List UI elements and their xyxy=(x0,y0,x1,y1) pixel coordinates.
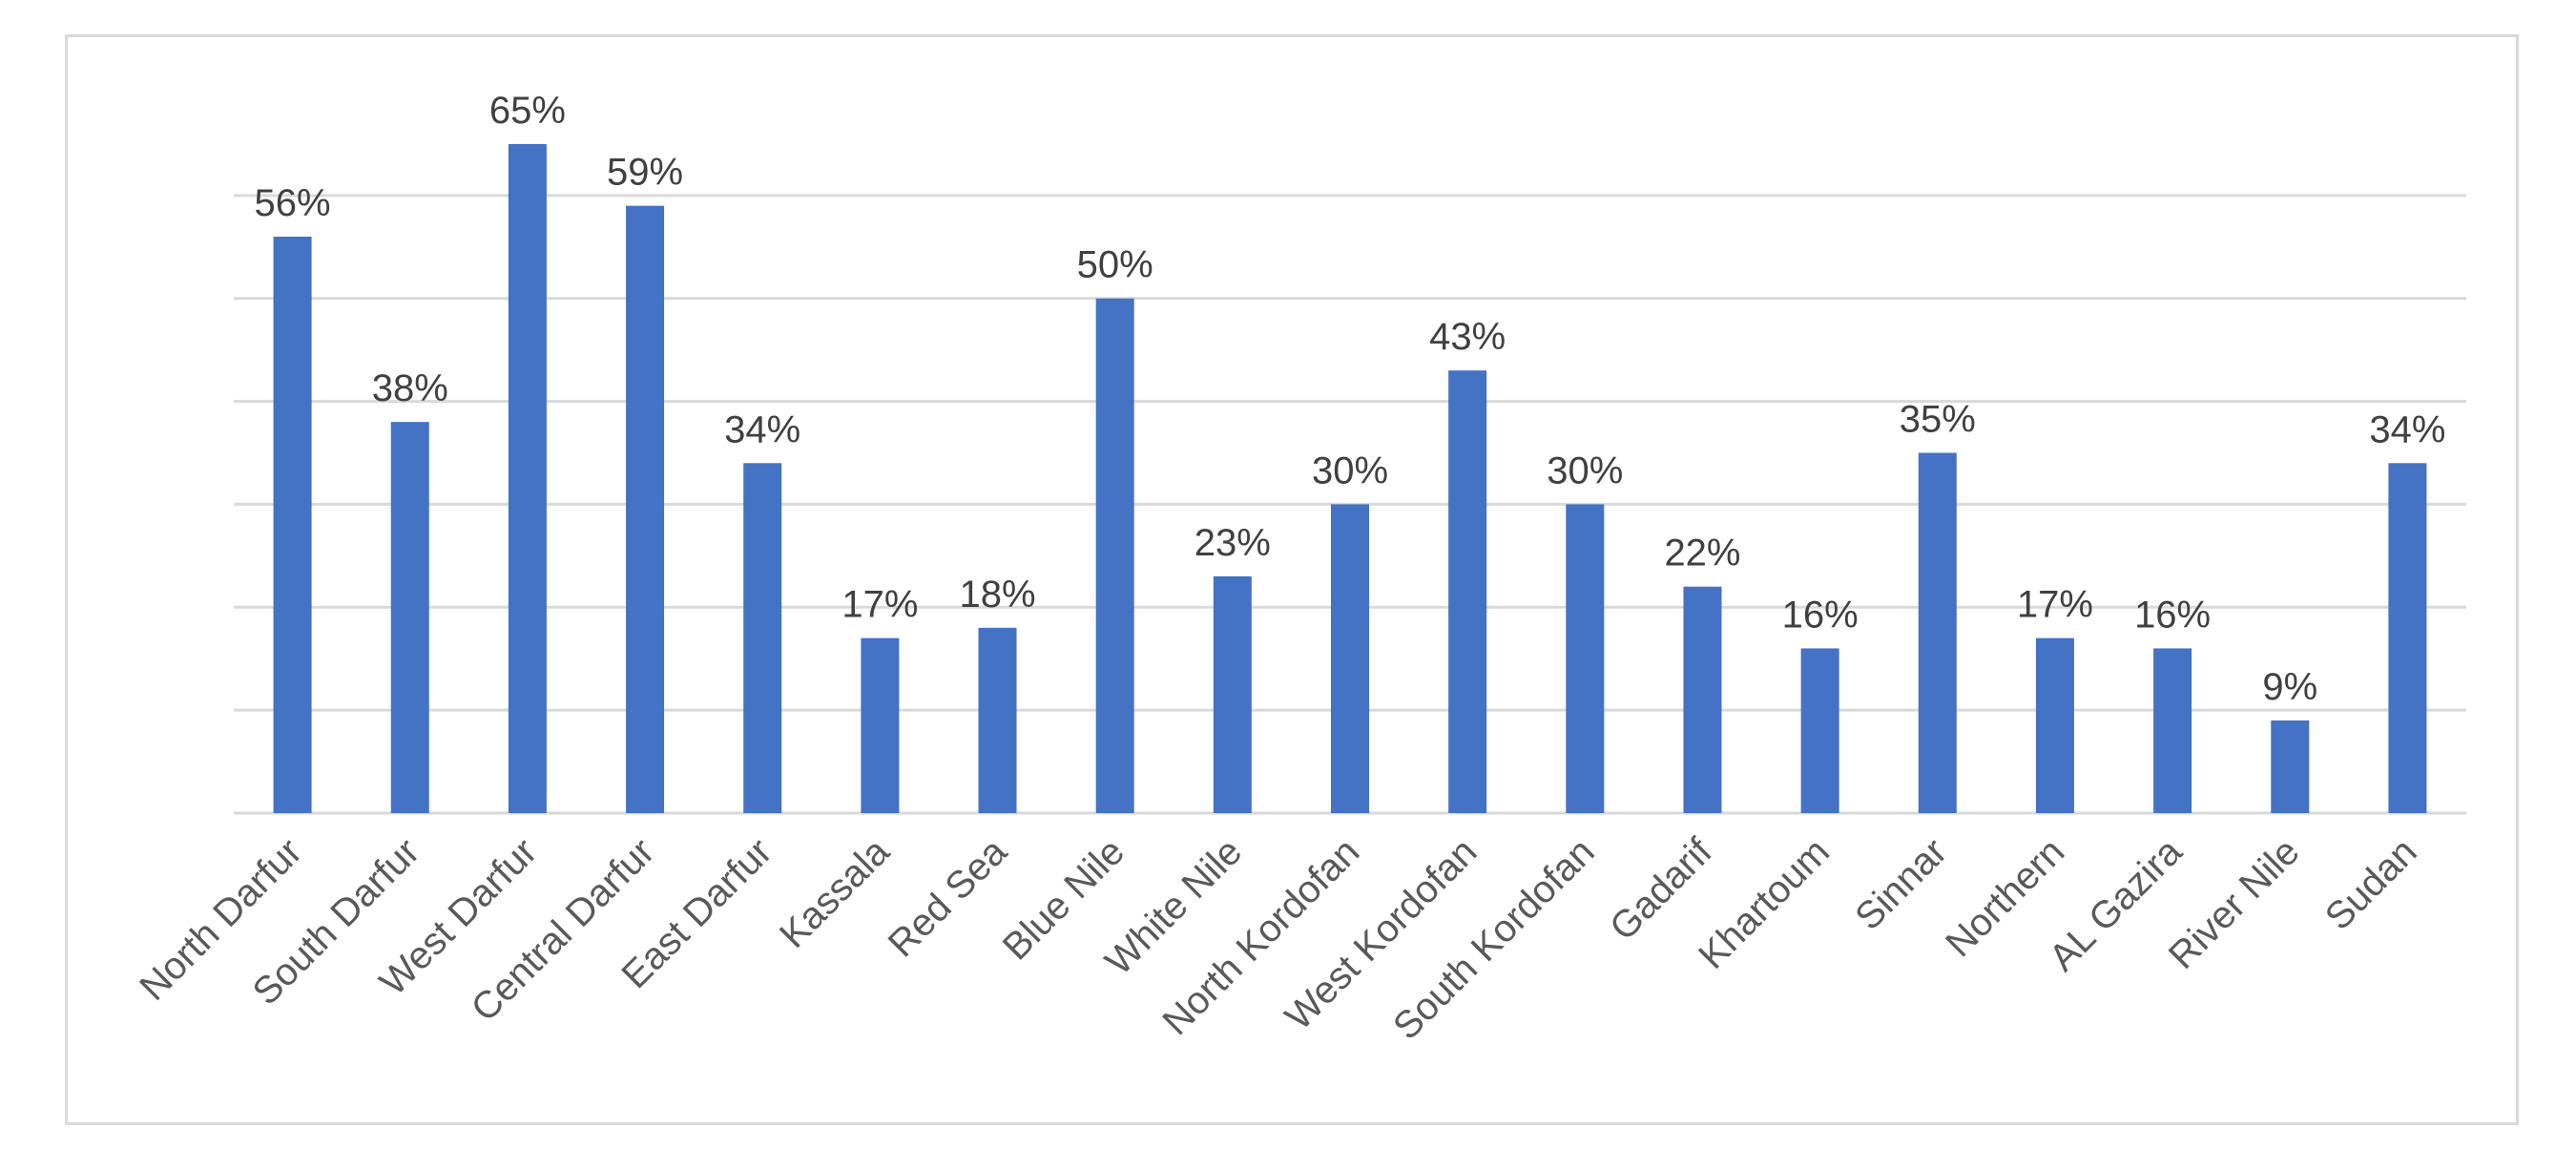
category-label: North Kordofan xyxy=(1154,830,1367,1043)
data-label: 43% xyxy=(1429,316,1506,358)
data-label: 30% xyxy=(1312,449,1388,491)
chart-area xyxy=(65,34,2519,1125)
data-label: 16% xyxy=(2134,594,2211,636)
data-label: 56% xyxy=(255,182,331,224)
data-labels: 56% 38% 65% 59% 34% 17% 18% 50% 23% 30% 43% 30% 22% 1… xyxy=(255,90,2446,708)
category-label: Gadarif xyxy=(1602,830,1720,949)
bar xyxy=(978,627,1017,813)
bar xyxy=(1566,504,1605,813)
bar xyxy=(2035,637,2074,813)
bars xyxy=(273,143,2427,814)
data-label: 50% xyxy=(1077,244,1153,286)
data-label: 38% xyxy=(372,367,448,409)
bar xyxy=(390,422,429,813)
category-label: Sinnar xyxy=(1847,830,1955,938)
data-label: 9% xyxy=(2262,666,2317,708)
bar xyxy=(1918,452,1957,813)
data-label: 17% xyxy=(2017,584,2093,626)
gridlines xyxy=(234,194,2466,815)
data-label: 65% xyxy=(489,90,566,132)
bar xyxy=(1683,586,1722,813)
data-label: 34% xyxy=(724,408,800,450)
data-label: 18% xyxy=(959,574,1035,616)
category-label: Khartoum xyxy=(1691,830,1838,977)
bar xyxy=(2153,648,2192,813)
category-label: South Kordofan xyxy=(1385,830,1603,1048)
data-label: 23% xyxy=(1195,522,1271,564)
category-label: River Nile xyxy=(2161,830,2308,977)
category-label: Kassala xyxy=(772,830,898,956)
bar xyxy=(626,205,665,814)
bar xyxy=(1448,370,1487,813)
bar xyxy=(1800,648,1839,813)
bar xyxy=(508,143,547,813)
bar xyxy=(1213,575,1252,813)
data-label: 34% xyxy=(2369,408,2445,450)
category-label: Red Sea xyxy=(881,830,1016,966)
bar xyxy=(2388,463,2427,813)
category-label: Sudan xyxy=(2317,830,2425,938)
data-label: 30% xyxy=(1547,449,1623,491)
bar xyxy=(861,637,900,813)
data-label: 59% xyxy=(607,152,683,194)
data-label: 35% xyxy=(1900,399,1976,441)
data-label: 22% xyxy=(1664,533,1740,575)
bar xyxy=(273,237,312,813)
bar xyxy=(1331,504,1369,813)
bar xyxy=(2271,720,2310,813)
data-label: 17% xyxy=(841,584,918,626)
bar xyxy=(743,463,782,813)
data-label: 16% xyxy=(1782,594,1859,636)
bar xyxy=(1095,298,1134,813)
